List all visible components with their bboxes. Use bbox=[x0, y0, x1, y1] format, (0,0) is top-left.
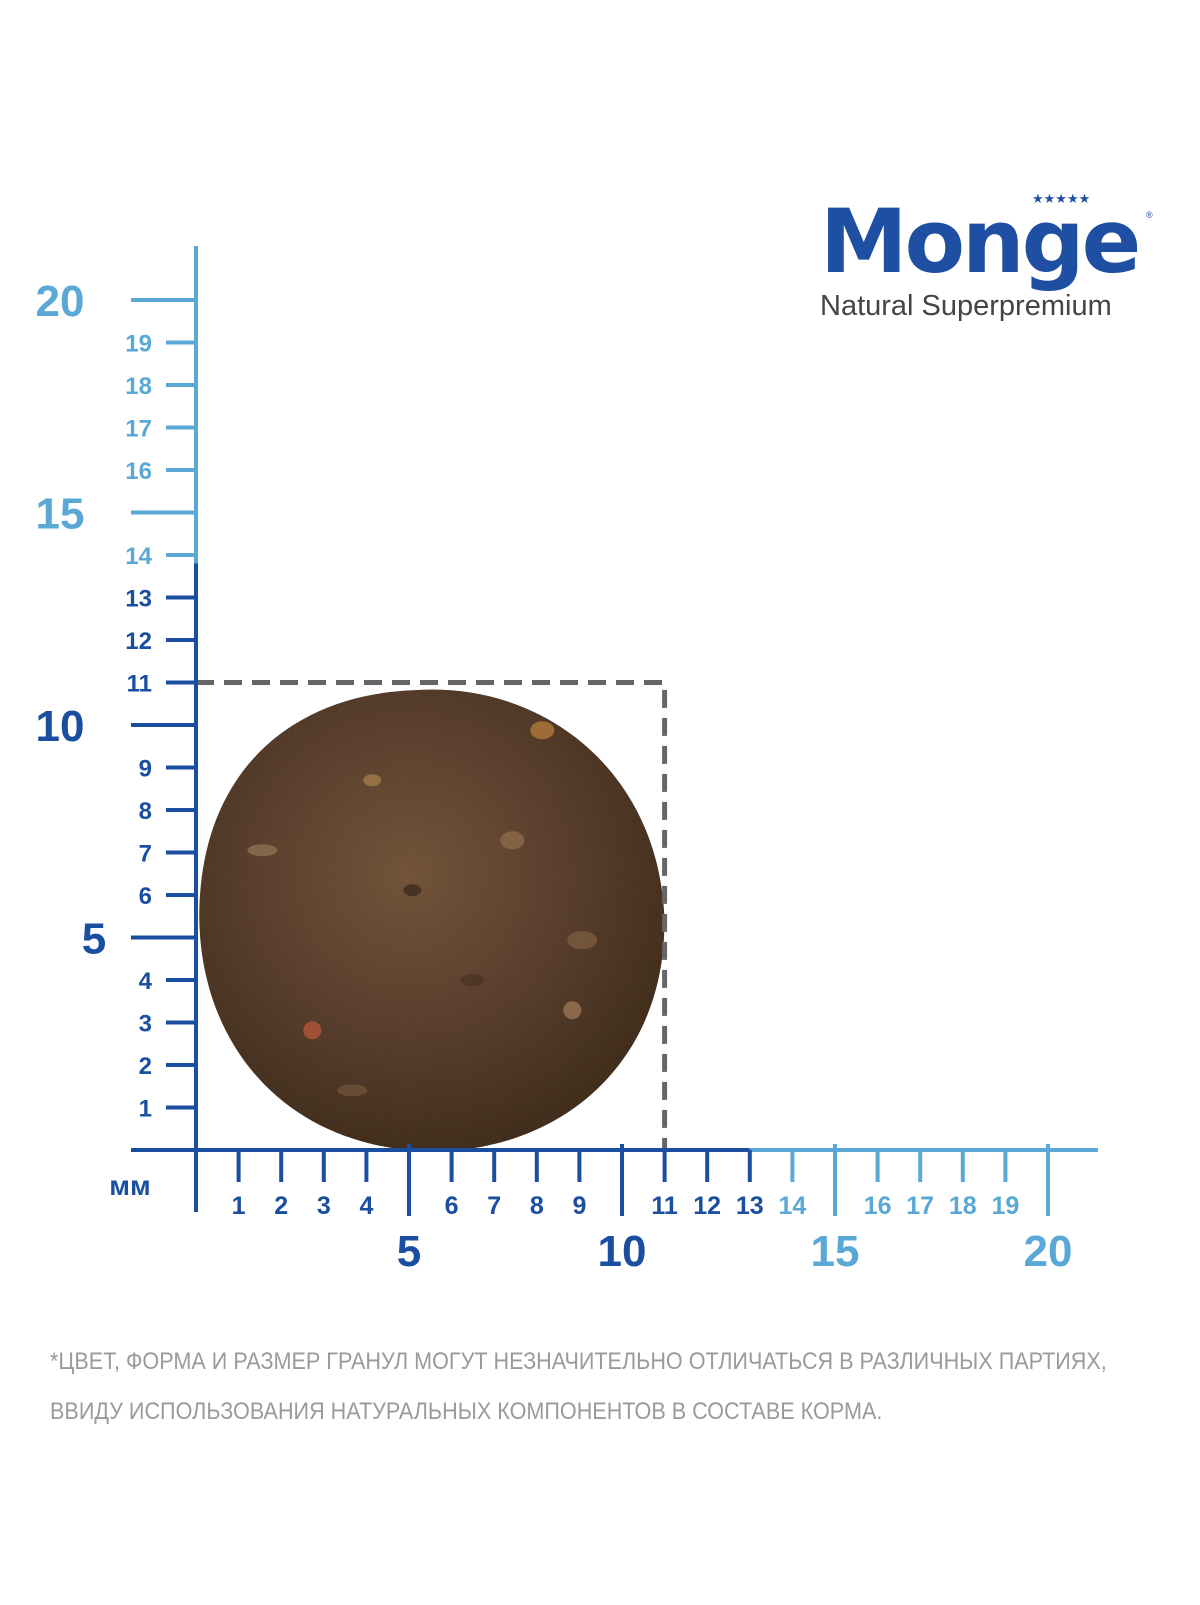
disclaimer-line-2: ВВИДУ ИСПОЛЬЗОВАНИЯ НАТУРАЛЬНЫХ КОМПОНЕН… bbox=[50, 1398, 883, 1425]
kibble-fleck bbox=[363, 774, 382, 787]
brand-wordmark: Monge bbox=[820, 190, 1141, 293]
y-tick-label: 18 bbox=[125, 373, 152, 400]
x-tick-label: 11 bbox=[651, 1192, 678, 1220]
x-tick-label: 1 bbox=[232, 1192, 246, 1220]
registered-mark: ® bbox=[1146, 210, 1153, 220]
y-tick-label: 9 bbox=[139, 756, 152, 783]
kibble-size-box bbox=[196, 680, 668, 1150]
monge-logo: Monge ★★★★★ ® bbox=[820, 190, 1160, 293]
x-major-label: 20 bbox=[1024, 1227, 1073, 1276]
y-tick-label: 12 bbox=[125, 628, 152, 655]
disclaimer-line-1: *ЦВЕТ, ФОРМА И РАЗМЕР ГРАНУЛ МОГУТ НЕЗНА… bbox=[50, 1348, 1107, 1375]
kibble-fleck bbox=[337, 1084, 368, 1097]
y-tick-label: 16 bbox=[125, 458, 152, 485]
brand-logo-block: Monge ★★★★★ ® Natural Superpremium bbox=[820, 190, 1160, 323]
y-tick-label: 2 bbox=[139, 1053, 152, 1080]
y-tick-label: 4 bbox=[139, 968, 153, 995]
kibble-fleck bbox=[247, 844, 278, 857]
x-tick-label: 18 bbox=[949, 1192, 977, 1220]
kibble-fleck bbox=[500, 831, 525, 850]
y-tick-label: 17 bbox=[125, 416, 152, 443]
x-major-label: 15 bbox=[811, 1227, 860, 1276]
y-major-label: 5 bbox=[82, 915, 106, 964]
y-major-label: 15 bbox=[36, 490, 85, 539]
kibble-pellet bbox=[199, 689, 665, 1152]
x-tick-label: 6 bbox=[445, 1192, 459, 1220]
x-tick-label: 8 bbox=[530, 1192, 544, 1220]
x-tick-label: 2 bbox=[274, 1192, 288, 1220]
y-tick-label: 13 bbox=[125, 586, 152, 613]
kibble-fleck bbox=[403, 884, 422, 897]
y-major-label: 10 bbox=[36, 702, 85, 751]
x-tick-label: 14 bbox=[778, 1192, 806, 1220]
x-tick-label: 19 bbox=[991, 1192, 1019, 1220]
x-tick-label: 7 bbox=[487, 1192, 501, 1220]
x-tick-label: 9 bbox=[572, 1192, 586, 1220]
x-tick-label: 17 bbox=[906, 1192, 934, 1220]
y-tick-label: 1 bbox=[139, 1096, 152, 1123]
x-tick-label: 16 bbox=[864, 1192, 892, 1220]
y-tick-label: 19 bbox=[125, 331, 152, 358]
y-tick-label: 3 bbox=[139, 1011, 152, 1038]
x-tick-label: 4 bbox=[359, 1192, 373, 1220]
disclaimer-note: *ЦВЕТ, ФОРМА И РАЗМЕР ГРАНУЛ МОГУТ НЕЗНА… bbox=[50, 1337, 1107, 1437]
y-major-label: 20 bbox=[36, 277, 85, 326]
y-tick-label: 14 bbox=[125, 543, 152, 570]
x-major-label: 10 bbox=[598, 1227, 647, 1276]
unit-label: мм bbox=[109, 1170, 150, 1201]
y-tick-label: 7 bbox=[139, 841, 152, 868]
y-tick-label: 8 bbox=[139, 798, 152, 825]
kibble-fleck bbox=[567, 931, 598, 950]
brand-tagline: Natural Superpremium bbox=[820, 290, 1112, 322]
kibble-fleck bbox=[563, 1001, 582, 1020]
y-tick-label: 11 bbox=[127, 671, 152, 698]
kibble-fleck bbox=[530, 721, 555, 740]
x-tick-label: 3 bbox=[317, 1192, 331, 1220]
y-tick-label: 6 bbox=[139, 883, 152, 910]
kibble-fleck bbox=[303, 1021, 322, 1040]
x-tick-label: 13 bbox=[736, 1192, 764, 1220]
x-tick-label: 12 bbox=[693, 1192, 721, 1220]
kibble-fleck bbox=[460, 974, 485, 987]
stars-icon: ★★★★★ bbox=[1032, 191, 1091, 206]
x-major-label: 5 bbox=[397, 1227, 421, 1276]
